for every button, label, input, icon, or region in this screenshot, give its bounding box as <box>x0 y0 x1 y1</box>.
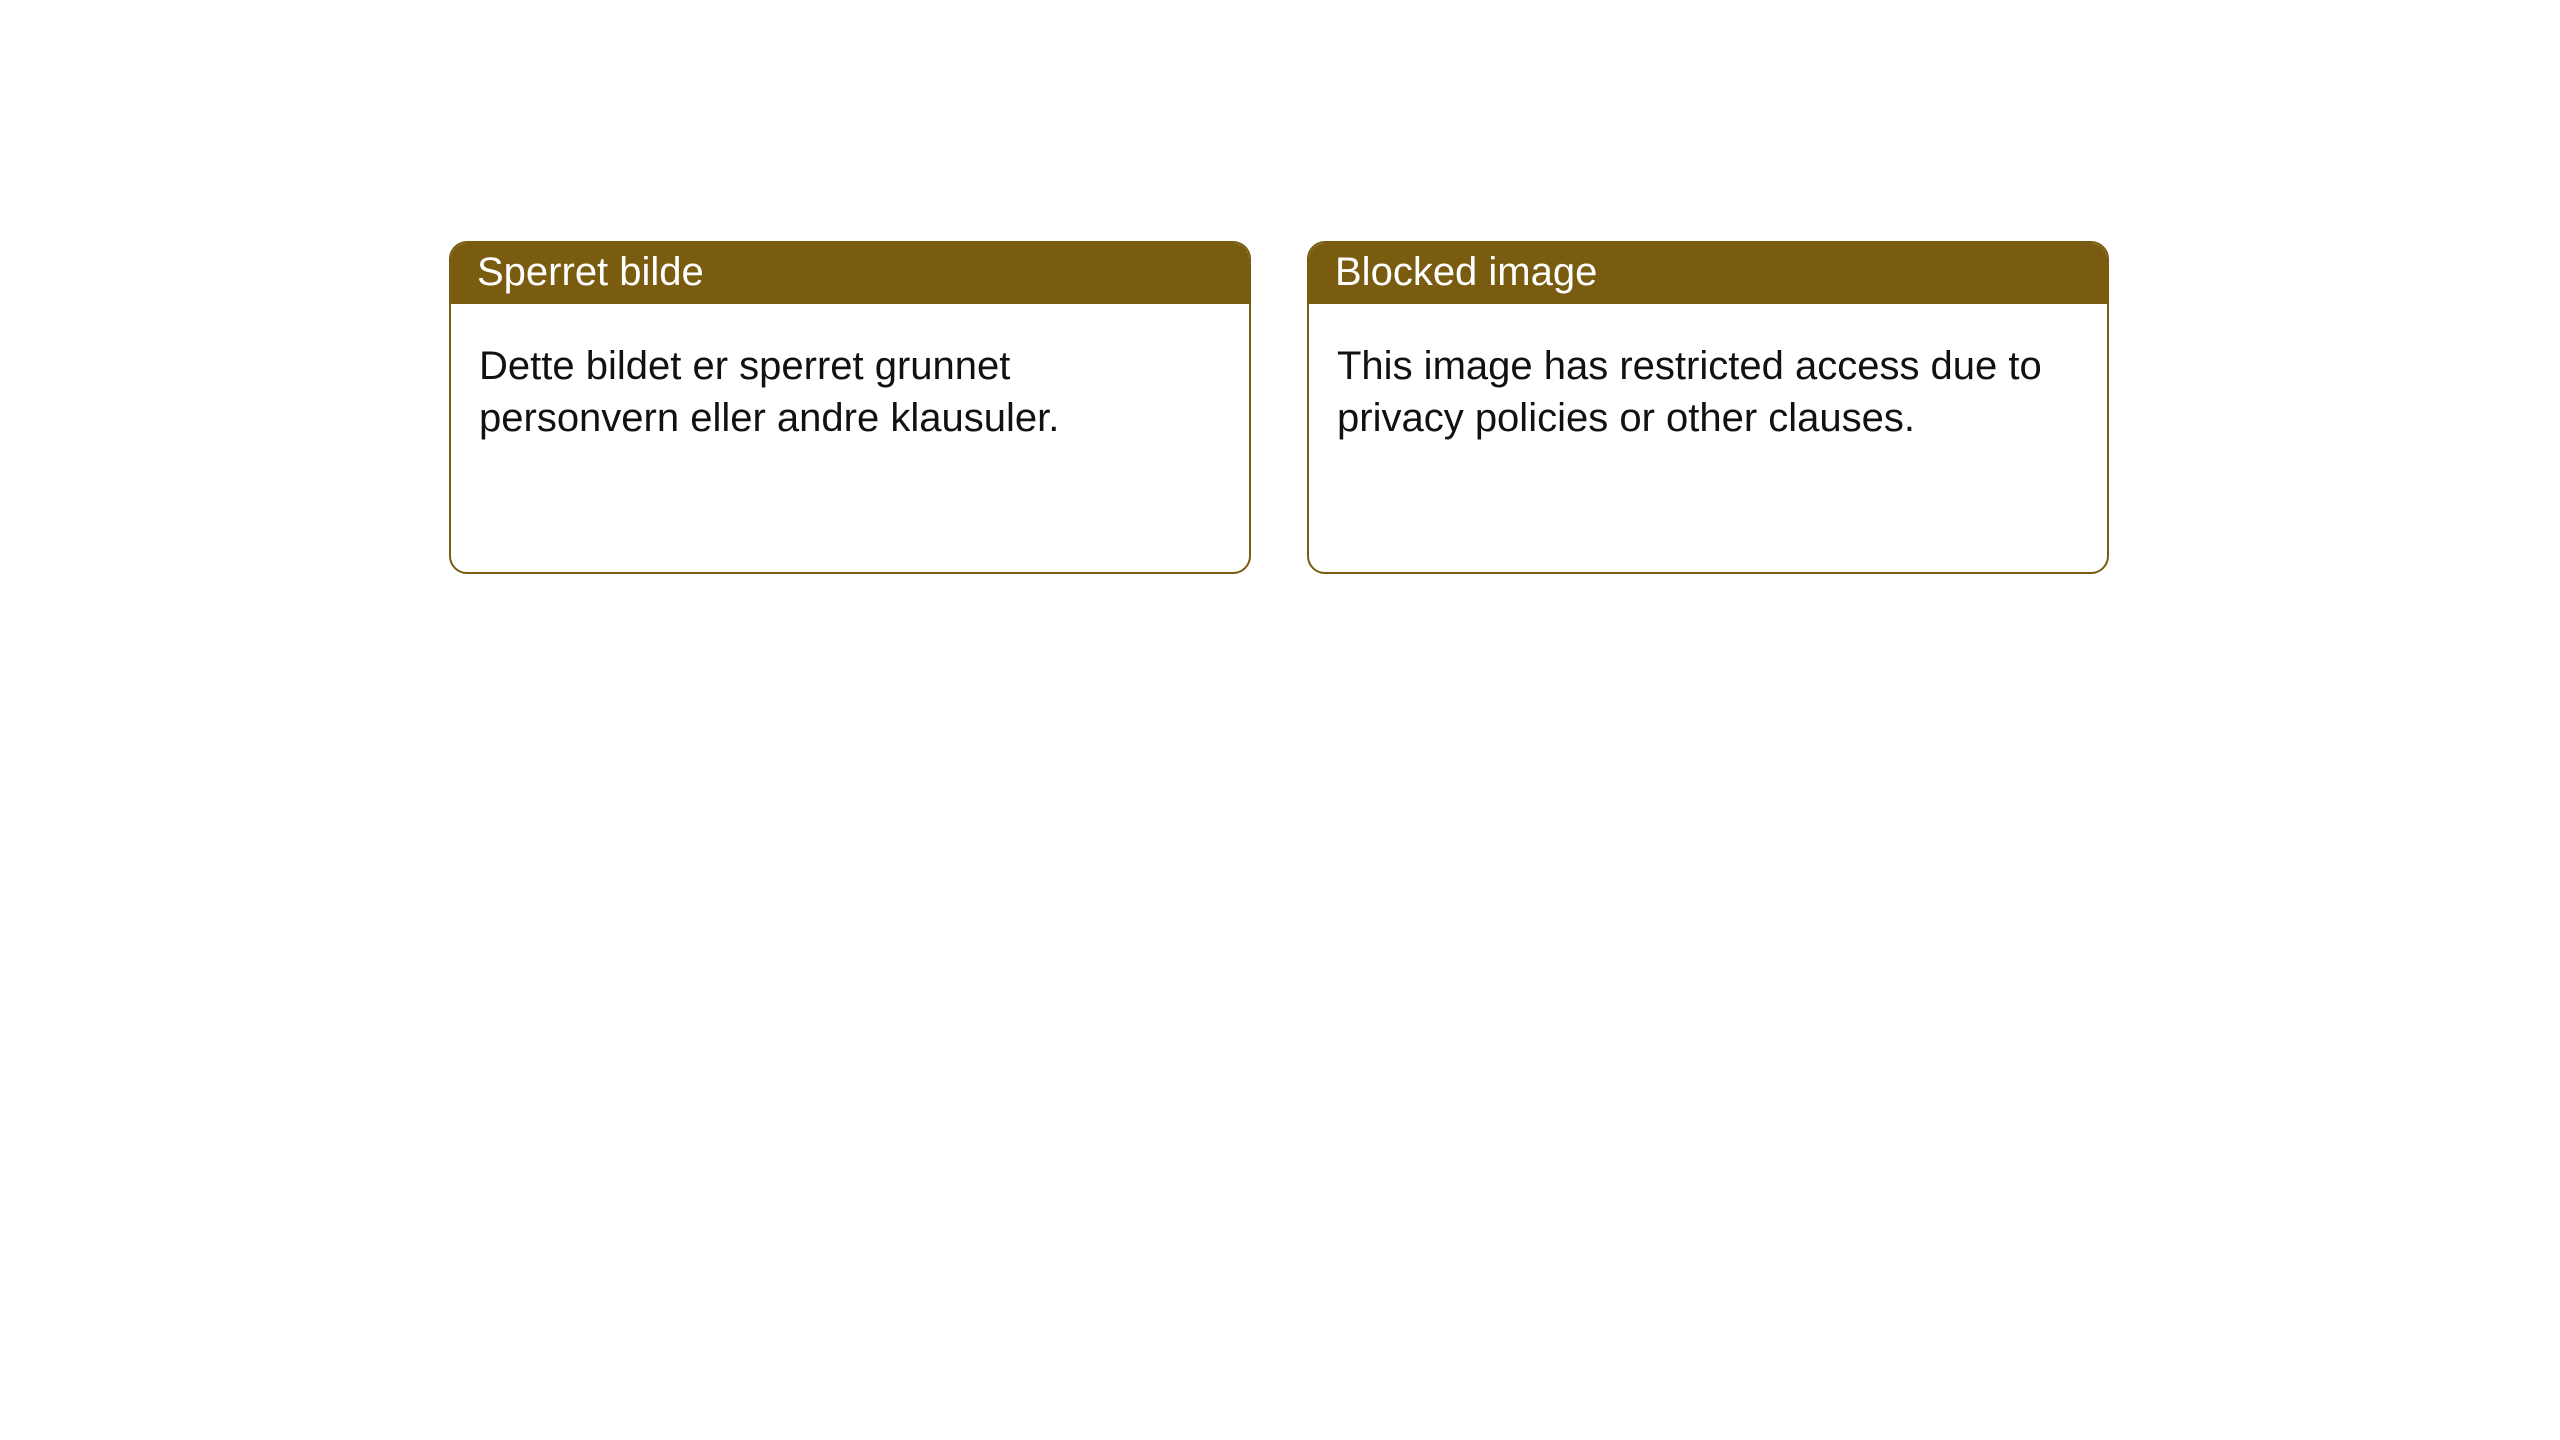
card-title: Sperret bilde <box>451 243 1249 304</box>
notice-card-english: Blocked image This image has restricted … <box>1307 241 2109 574</box>
card-body: This image has restricted access due to … <box>1309 304 2107 472</box>
notice-card-norwegian: Sperret bilde Dette bildet er sperret gr… <box>449 241 1251 574</box>
card-title: Blocked image <box>1309 243 2107 304</box>
notice-cards-row: Sperret bilde Dette bildet er sperret gr… <box>0 0 2560 574</box>
card-body: Dette bildet er sperret grunnet personve… <box>451 304 1249 472</box>
